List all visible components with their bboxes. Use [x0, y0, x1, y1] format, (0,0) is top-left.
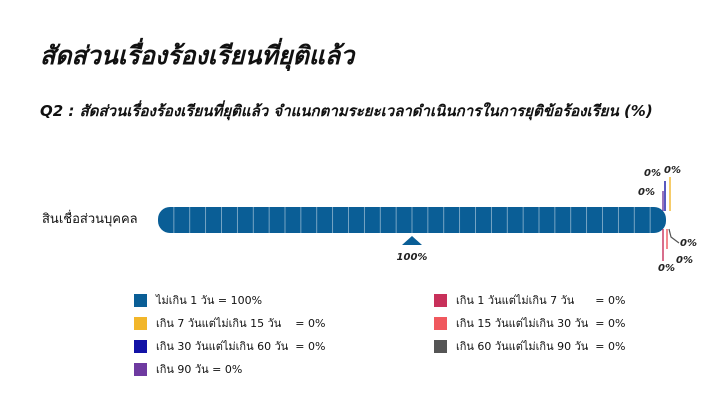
data-label-5: 0%	[680, 238, 697, 249]
data-label-6: 0%	[638, 187, 655, 198]
legend-swatch	[134, 339, 147, 353]
data-label-4: 0%	[644, 168, 661, 179]
legend-swatch	[434, 316, 447, 330]
legend-item-15-to-30-days: เกิน 15 วันแต่ไม่เกิน 30 วัน = 0%	[434, 315, 654, 331]
legend-swatch	[434, 339, 447, 353]
chart-legend: ไม่เกิน 1 วัน = 100% เกิน 1 วันแต่ไม่เกิ…	[134, 292, 654, 377]
data-label-100: 100%	[397, 252, 428, 263]
legend-label: เกิน 60 วันแต่ไม่เกิน 90 วัน = 0%	[456, 340, 626, 353]
legend-item-60-to-90-days: เกิน 60 วันแต่ไม่เกิน 90 วัน = 0%	[434, 338, 654, 354]
legend-item-7-to-15-days: เกิน 7 วันแต่ไม่เกิน 15 วัน = 0%	[134, 315, 434, 331]
legend-label: ไม่เกิน 1 วัน = 100%	[156, 294, 263, 307]
legend-label: เกิน 90 วัน = 0%	[156, 363, 243, 376]
legend-label: เกิน 1 วันแต่ไม่เกิน 7 วัน = 0%	[456, 294, 626, 307]
legend-swatch	[434, 293, 447, 307]
chart-subtitle: Q2 : สัดส่วนเรื่องร้องเรียนที่ยุติแล้ว จ…	[40, 102, 653, 120]
legend-label: เกิน 7 วันแต่ไม่เกิน 15 วัน = 0%	[156, 317, 326, 330]
category-label: สินเชื่อส่วนบุคคล	[42, 212, 138, 227]
legend-item-over-90-days: เกิน 90 วัน = 0%	[134, 361, 434, 377]
legend-item-1-to-7-days: เกิน 1 วันแต่ไม่เกิน 7 วัน = 0%	[434, 292, 654, 308]
data-label-2: 0%	[664, 165, 681, 176]
data-label-1: 0%	[658, 263, 675, 274]
label-pointer-100	[402, 236, 422, 245]
page-title: สัดส่วนเรื่องร้องเรียนที่ยุติแล้ว	[40, 41, 355, 70]
legend-label: เกิน 30 วันแต่ไม่เกิน 60 วัน = 0%	[156, 340, 326, 353]
legend-swatch	[134, 362, 147, 376]
data-label-3: 0%	[676, 255, 693, 266]
legend-swatch	[134, 316, 147, 330]
legend-item-upto-1-day: ไม่เกิน 1 วัน = 100%	[134, 292, 434, 308]
legend-swatch	[134, 293, 147, 307]
leader-line-5	[668, 228, 680, 244]
legend-label: เกิน 15 วันแต่ไม่เกิน 30 วัน = 0%	[456, 317, 626, 330]
legend-item-30-to-60-days: เกิน 30 วันแต่ไม่เกิน 60 วัน = 0%	[134, 338, 434, 354]
